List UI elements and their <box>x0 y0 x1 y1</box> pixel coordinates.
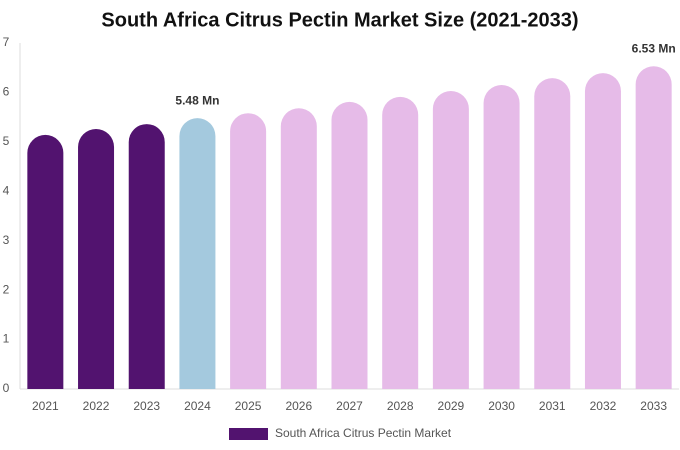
bar <box>584 73 621 389</box>
bar <box>432 90 469 390</box>
legend-label: South Africa Citrus Pectin Market <box>275 426 452 440</box>
bar <box>78 129 115 389</box>
x-tick-label: 2029 <box>438 399 465 413</box>
bar <box>280 108 317 389</box>
x-tick-label: 2032 <box>590 399 617 413</box>
y-tick-label: 4 <box>3 183 10 197</box>
x-tick-label: 2022 <box>83 399 110 413</box>
bar <box>27 134 64 389</box>
y-tick-label: 0 <box>3 381 10 395</box>
x-tick-label: 2030 <box>488 399 515 413</box>
x-tick-label: 2023 <box>133 399 160 413</box>
legend-swatch <box>229 428 268 440</box>
y-tick-label: 3 <box>3 233 10 247</box>
bar <box>635 66 672 389</box>
y-tick-label: 7 <box>3 35 10 49</box>
y-tick-label: 6 <box>3 85 10 99</box>
x-tick-label: 2025 <box>235 399 262 413</box>
value-label: 5.48 Mn <box>175 93 219 107</box>
y-tick-label: 5 <box>3 134 10 148</box>
value-label: 6.53 Mn <box>632 41 676 55</box>
x-tick-label: 2024 <box>184 399 211 413</box>
y-tick-label: 2 <box>3 282 10 296</box>
chart-title: South Africa Citrus Pectin Market Size (… <box>101 9 578 31</box>
x-tick-label: 2028 <box>387 399 414 413</box>
bar <box>382 96 419 390</box>
bar <box>483 85 520 390</box>
bar <box>179 118 216 389</box>
bar <box>331 101 368 389</box>
y-tick-label: 1 <box>3 332 10 346</box>
bar <box>128 124 165 389</box>
bar <box>230 113 267 389</box>
x-tick-label: 2026 <box>285 399 312 413</box>
x-tick-label: 2031 <box>539 399 566 413</box>
x-tick-label: 2021 <box>32 399 59 413</box>
bar <box>534 78 571 389</box>
x-tick-label: 2033 <box>640 399 667 413</box>
x-tick-label: 2027 <box>336 399 363 413</box>
